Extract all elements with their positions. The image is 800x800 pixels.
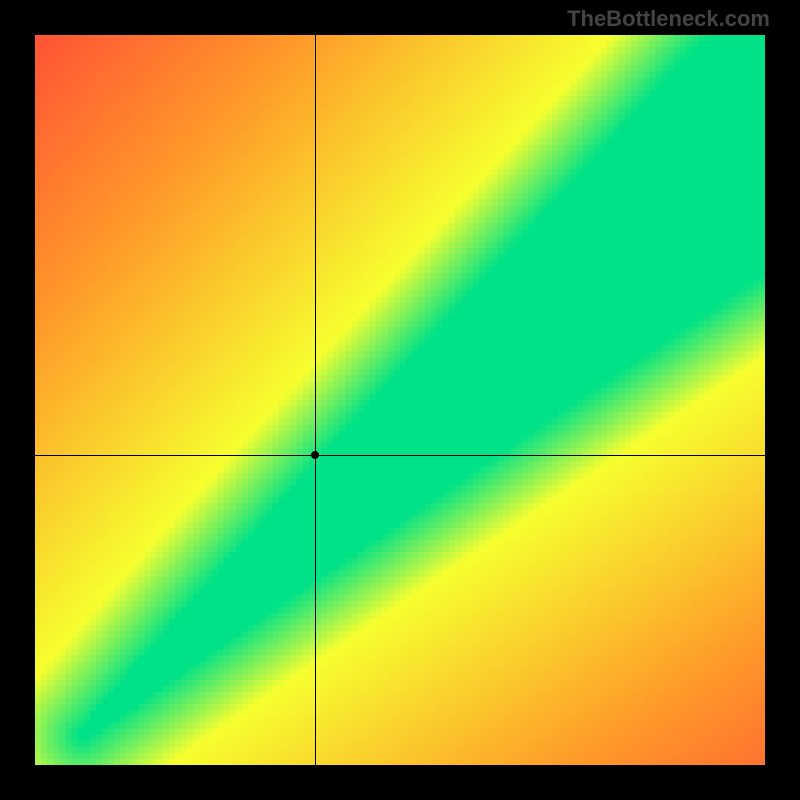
heatmap-plot <box>35 35 765 765</box>
crosshair-vertical <box>315 35 316 765</box>
crosshair-horizontal <box>35 455 765 456</box>
watermark-text: TheBottleneck.com <box>567 6 770 32</box>
heatmap-canvas <box>35 35 765 765</box>
selected-point <box>311 451 319 459</box>
